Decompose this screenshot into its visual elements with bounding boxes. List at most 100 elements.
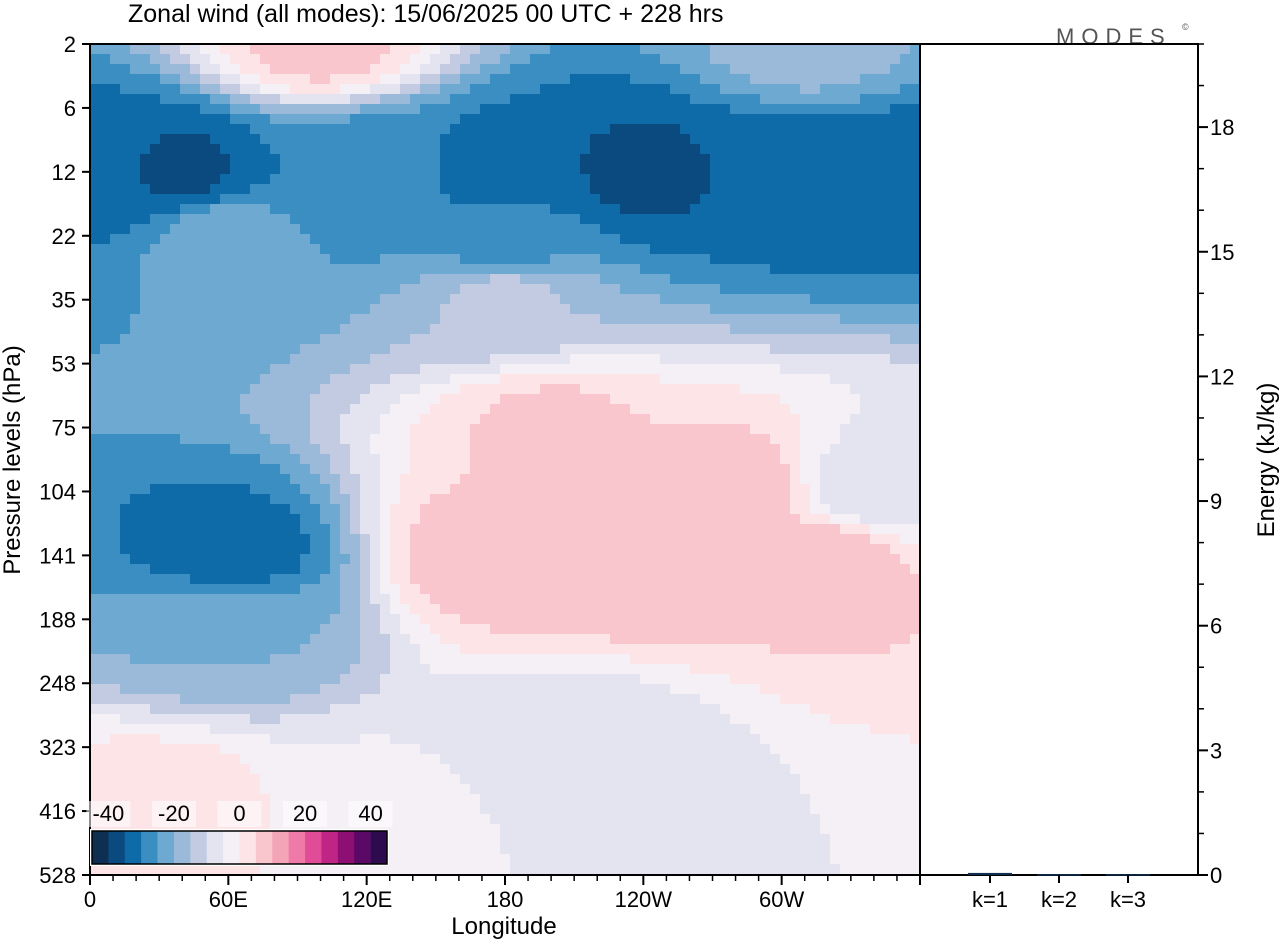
- heat-cell: [240, 224, 251, 235]
- heat-cell: [140, 254, 151, 265]
- heat-cell: [150, 634, 161, 645]
- heat-cell: [780, 294, 791, 305]
- heat-cell: [300, 124, 311, 135]
- heat-cell: [350, 554, 361, 565]
- heat-cell: [310, 114, 321, 125]
- heat-cell: [630, 84, 641, 95]
- heat-cell: [550, 604, 561, 615]
- heat-cell: [760, 284, 771, 295]
- heat-cell: [180, 374, 191, 385]
- heat-cell: [790, 54, 801, 65]
- heat-cell: [380, 454, 391, 465]
- heat-cell: [420, 504, 431, 515]
- heat-cell: [660, 104, 671, 115]
- heat-cell: [800, 54, 811, 65]
- heat-cell: [270, 294, 281, 305]
- heat-cell: [340, 384, 351, 395]
- heat-cell: [630, 174, 641, 185]
- heat-cell: [260, 584, 271, 595]
- heat-cell: [390, 394, 401, 405]
- heat-cell: [750, 404, 761, 415]
- heat-cell: [390, 424, 401, 435]
- heat-cell: [590, 314, 601, 325]
- heat-cell: [860, 74, 871, 85]
- heat-cell: [190, 394, 201, 405]
- heat-cell: [250, 404, 261, 415]
- heat-cell: [300, 284, 311, 295]
- heat-cell: [850, 374, 861, 385]
- heat-cell: [210, 94, 221, 105]
- heat-cell: [440, 364, 451, 375]
- heat-cell: [710, 494, 721, 505]
- heat-cell: [540, 244, 551, 255]
- heat-cell: [470, 64, 481, 75]
- heat-cell: [790, 204, 801, 215]
- heat-cell: [170, 504, 181, 515]
- heat-cell: [120, 574, 131, 585]
- heat-cell: [500, 454, 511, 465]
- heat-cell: [380, 314, 391, 325]
- heat-cell: [150, 324, 161, 335]
- heat-cell: [300, 364, 311, 375]
- heat-cell: [910, 384, 920, 395]
- heat-cell: [240, 594, 251, 605]
- heat-cell: [640, 224, 651, 235]
- heat-cell: [330, 404, 341, 415]
- heat-cell: [420, 594, 431, 605]
- heat-cell: [850, 314, 861, 325]
- heat-cell: [180, 504, 191, 515]
- heat-cell: [900, 144, 911, 155]
- heat-cell: [250, 514, 261, 525]
- heat-cell: [830, 304, 841, 315]
- heat-cell: [600, 214, 611, 225]
- heat-cell: [390, 484, 401, 495]
- heat-cell: [780, 444, 791, 455]
- heat-cell: [400, 404, 411, 415]
- heat-cell: [220, 234, 231, 245]
- heat-cell: [250, 124, 261, 135]
- heat-cell: [90, 384, 101, 395]
- heat-cell: [240, 494, 251, 505]
- heat-cell: [540, 594, 551, 605]
- heat-cell: [560, 594, 571, 605]
- heat-cell: [170, 284, 181, 295]
- heat-cell: [250, 184, 261, 195]
- heat-cell: [900, 264, 911, 275]
- heat-cell: [620, 244, 631, 255]
- heat-cell: [620, 94, 631, 105]
- heat-cell: [800, 264, 811, 275]
- heat-cell: [630, 574, 641, 585]
- heat-cell: [350, 524, 361, 535]
- heat-cell: [610, 294, 621, 305]
- heat-cell: [140, 464, 151, 475]
- heat-cell: [520, 574, 531, 585]
- heat-cell: [570, 564, 581, 575]
- heat-cell: [860, 274, 871, 285]
- heat-cell: [310, 64, 321, 75]
- heat-cell: [570, 164, 581, 175]
- heat-cell: [110, 504, 121, 515]
- heat-cell: [490, 394, 501, 405]
- heat-cell: [810, 564, 821, 575]
- heat-cell: [230, 224, 241, 235]
- heat-cell: [730, 624, 741, 635]
- heat-cell: [270, 434, 281, 445]
- heat-cell: [410, 214, 421, 225]
- heat-cell: [350, 334, 361, 345]
- heat-cell: [180, 394, 191, 405]
- heat-cell: [640, 354, 651, 365]
- heat-cell: [900, 594, 911, 605]
- heat-cell: [360, 584, 371, 595]
- heat-cell: [700, 64, 711, 75]
- heat-cell: [260, 114, 271, 125]
- heat-cell: [300, 594, 311, 605]
- heat-cell: [340, 94, 351, 105]
- heat-cell: [500, 134, 511, 145]
- heat-cell: [520, 414, 531, 425]
- heat-cell: [140, 364, 151, 375]
- heat-cell: [850, 214, 861, 225]
- heat-cell: [820, 494, 831, 505]
- heat-cell: [330, 44, 341, 55]
- heat-cell: [340, 204, 351, 215]
- heat-cell: [650, 444, 661, 455]
